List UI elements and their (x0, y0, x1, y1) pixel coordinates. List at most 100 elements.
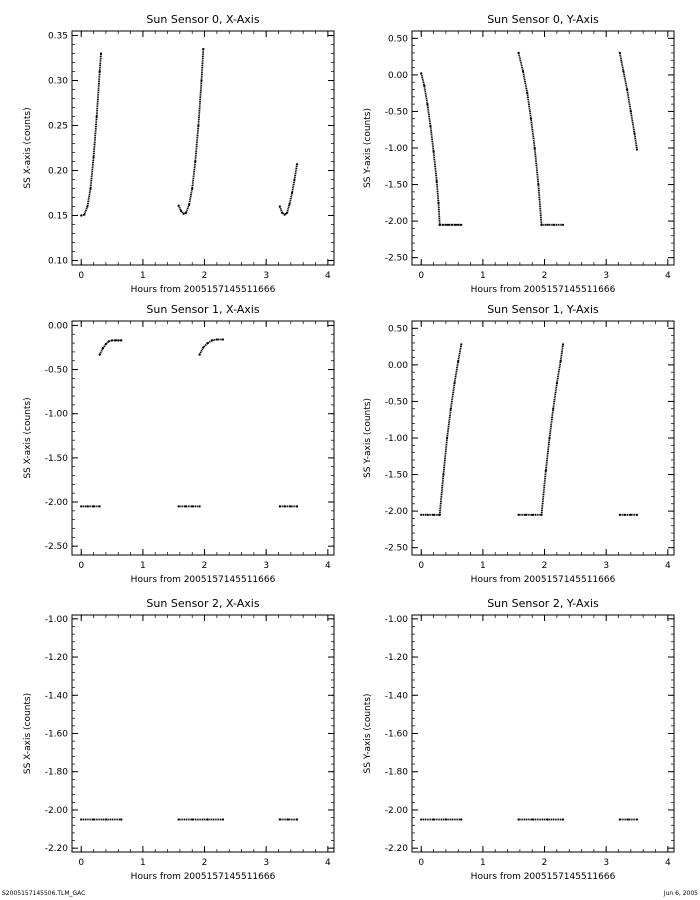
data-point (98, 505, 101, 508)
data-point (446, 436, 449, 440)
chart-title: Sun Sensor 1, X-Axis (146, 303, 259, 316)
series-2 (177, 818, 225, 821)
y-tick-label: -2.50 (385, 544, 409, 554)
series-3 (618, 818, 639, 821)
y-axis-label: SS X-axis (counts) (23, 107, 33, 188)
data-point (83, 213, 86, 216)
data-point (559, 360, 562, 363)
data-point (177, 818, 180, 821)
plot-frame (71, 30, 335, 266)
x-tick-label: 4 (665, 858, 671, 868)
data-point (432, 150, 435, 153)
data-point (546, 818, 549, 821)
data-point (633, 132, 636, 135)
data-point (198, 505, 201, 508)
plot-frame (71, 614, 335, 853)
plot-frame (411, 30, 675, 266)
series-1 (80, 52, 103, 217)
data-point (460, 818, 463, 821)
series-line (177, 48, 205, 215)
y-axis-label: SS Y-axis (counts) (363, 398, 373, 478)
x-tick-label: 0 (78, 858, 84, 868)
y-tick-label: -1.00 (45, 410, 69, 420)
subplot-4: Sun Sensor 1, Y-Axis 0 1 2 3 4 -2.50 -2.00 -1.50… (363, 303, 675, 585)
y-tick-label: -2.50 (385, 254, 409, 264)
x-tick-label: 2 (202, 271, 208, 281)
plot-frame (71, 320, 335, 556)
x-tick-label: 1 (480, 271, 486, 281)
chart-title: Sun Sensor 0, X-Axis (146, 13, 259, 26)
data-point (86, 205, 89, 208)
data-point (561, 343, 565, 346)
x-tick-label: 2 (542, 561, 548, 571)
data-point (221, 818, 225, 821)
x-axis-label: Hours from 2005157145511666 (131, 872, 276, 882)
data-point (426, 513, 429, 516)
subplot-1: Sun Sensor 0, X-Axis 0 1 2 3 4 0.10 0.15 0.20 0.2… (23, 13, 335, 295)
series-3 (517, 513, 543, 516)
data-point (426, 103, 429, 106)
subplot-2: Sun Sensor 0, Y-Axis 0 1 2 3 4 -2.50 -2.00 -1.50… (363, 13, 675, 295)
y-tick-label: -1.20 (45, 653, 69, 663)
data-point (99, 52, 103, 55)
data-point (188, 203, 191, 206)
series-3 (278, 818, 299, 821)
data-point (177, 204, 180, 207)
data-point (524, 513, 528, 516)
data-point (457, 360, 460, 363)
data-point (289, 505, 292, 508)
data-point (438, 513, 441, 516)
x-tick-label: 1 (140, 561, 146, 571)
data-point (622, 70, 625, 73)
x-tick-label: 0 (418, 271, 424, 281)
data-point (197, 124, 200, 127)
data-point (101, 347, 104, 350)
data-point (104, 342, 107, 346)
data-point (548, 436, 551, 440)
series-line (438, 344, 463, 515)
series-5 (618, 51, 639, 151)
y-tick-label: -1.20 (385, 653, 409, 663)
x-tick-label: 4 (665, 271, 671, 281)
series-line (80, 53, 102, 217)
data-point (295, 818, 299, 821)
data-point (623, 513, 626, 516)
series-2 (177, 47, 205, 215)
y-tick-label: -1.50 (385, 471, 409, 481)
data-point (286, 211, 289, 214)
series-2 (517, 818, 565, 821)
series-1 (420, 513, 441, 516)
data-point (111, 339, 114, 342)
data-point (206, 342, 209, 345)
data-point (444, 223, 447, 226)
y-tick-label: -1.00 (385, 434, 409, 444)
series-line (278, 164, 298, 216)
data-point (295, 505, 299, 508)
data-point (92, 155, 95, 159)
y-tick-label: -1.40 (45, 691, 69, 701)
x-tick-label: 2 (202, 858, 208, 868)
y-tick-label: -0.50 (45, 366, 69, 376)
y-tick-label: -1.60 (45, 730, 69, 740)
x-tick-label: 3 (603, 561, 609, 571)
series-2 (438, 343, 463, 516)
data-point (618, 513, 621, 516)
data-point (89, 187, 92, 190)
data-point (104, 818, 107, 821)
y-tick-label: 0.35 (48, 32, 68, 42)
data-point (92, 505, 95, 508)
data-point (80, 214, 83, 217)
x-axis-label: Hours from 2005157145511666 (471, 285, 616, 295)
data-point (517, 513, 520, 516)
y-tick-label: -1.40 (385, 691, 409, 701)
x-tick-label: 3 (603, 858, 609, 868)
data-point (80, 505, 83, 508)
series-line (618, 52, 638, 150)
series-2 (438, 223, 463, 226)
data-point (626, 818, 629, 821)
data-point (278, 205, 281, 208)
data-point (182, 212, 185, 215)
data-point (435, 179, 438, 182)
data-point (283, 505, 286, 508)
